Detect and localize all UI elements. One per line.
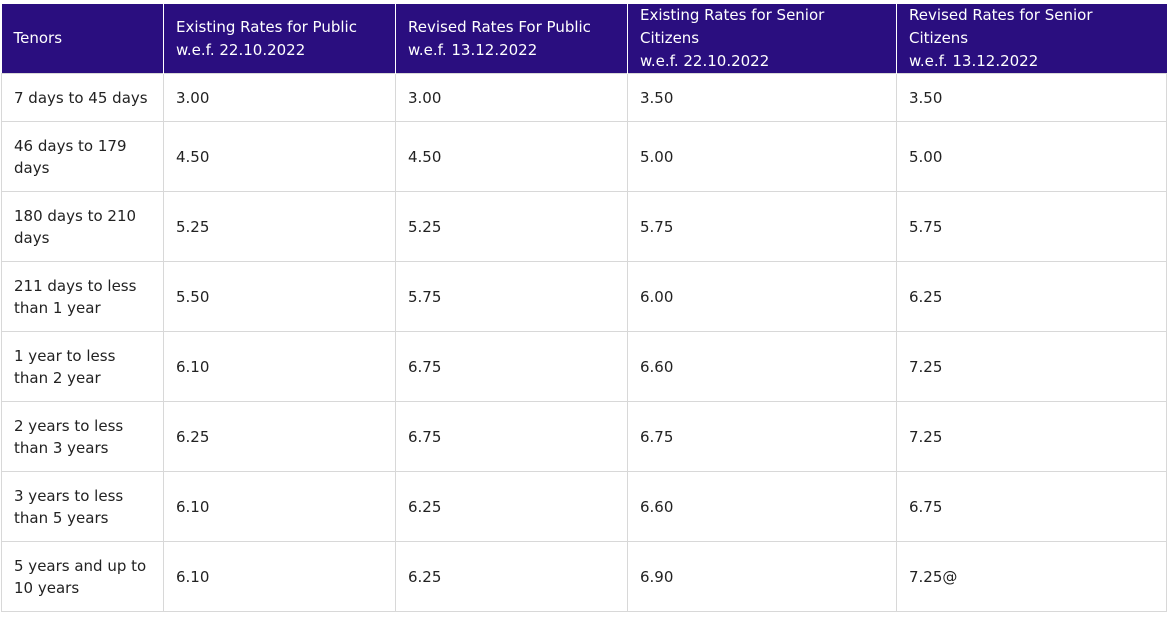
rate-cell: 6.10	[163, 331, 396, 402]
table-row: 211 days to less than 1 year 5.50 5.75 6…	[1, 261, 1167, 332]
table-header-row: Tenors Existing Rates for Public w.e.f. …	[1, 4, 1167, 74]
rate-cell: 6.25	[163, 401, 396, 472]
tenor-cell: 7 days to 45 days	[1, 73, 164, 122]
rate-cell: 5.75	[395, 261, 628, 332]
rate-cell: 6.75	[395, 401, 628, 472]
rate-cell: 7.25@	[896, 541, 1167, 612]
tenor-cell: 3 years to less than 5 years	[1, 471, 164, 542]
rate-cell: 5.75	[896, 191, 1167, 262]
rate-cell: 4.50	[163, 121, 396, 192]
rate-cell: 5.50	[163, 261, 396, 332]
header-label: Revised Rates for Senior Citizens	[909, 6, 1093, 47]
tenor-cell: 2 years to less than 3 years	[1, 401, 164, 472]
rate-cell: 3.00	[395, 73, 628, 122]
rate-cell: 6.75	[896, 471, 1167, 542]
rate-cell: 7.25	[896, 331, 1167, 402]
rate-cell: 3.50	[627, 73, 897, 122]
header-existing-public: Existing Rates for Public w.e.f. 22.10.2…	[163, 4, 396, 74]
rate-cell: 3.50	[896, 73, 1167, 122]
tenor-cell: 1 year to less than 2 year	[1, 331, 164, 402]
rate-cell: 5.25	[163, 191, 396, 262]
rate-cell: 6.90	[627, 541, 897, 612]
rate-cell: 5.75	[627, 191, 897, 262]
header-label: Existing Rates for Public	[176, 17, 357, 36]
rate-cell: 6.25	[896, 261, 1167, 332]
rate-cell: 6.00	[627, 261, 897, 332]
header-existing-senior: Existing Rates for Senior Citizens w.e.f…	[627, 4, 897, 74]
header-revised-public: Revised Rates For Public w.e.f. 13.12.20…	[395, 4, 628, 74]
rate-cell: 6.60	[627, 471, 897, 542]
header-label: Revised Rates For Public	[408, 17, 591, 36]
rate-cell: 5.00	[627, 121, 897, 192]
tenor-cell: 46 days to 179 days	[1, 121, 164, 192]
rate-cell: 6.75	[627, 401, 897, 472]
header-label: Tenors	[13, 29, 63, 47]
interest-rates-table: Tenors Existing Rates for Public w.e.f. …	[1, 4, 1167, 612]
tenor-cell: 211 days to less than 1 year	[1, 261, 164, 332]
rate-cell: 4.50	[395, 121, 628, 192]
tenor-cell: 180 days to 210 days	[1, 191, 164, 262]
rate-cell: 5.25	[395, 191, 628, 262]
table-row: 2 years to less than 3 years 6.25 6.75 6…	[1, 401, 1167, 472]
header-label: Existing Rates for Senior Citizens	[640, 6, 825, 47]
rate-cell: 6.25	[395, 471, 628, 542]
tenor-cell: 5 years and up to 10 years	[1, 541, 164, 612]
table-row: 1 year to less than 2 year 6.10 6.75 6.6…	[1, 331, 1167, 402]
table-row: 7 days to 45 days 3.00 3.00 3.50 3.50	[1, 73, 1167, 122]
rate-cell: 7.25	[896, 401, 1167, 472]
table-row: 180 days to 210 days 5.25 5.25 5.75 5.75	[1, 191, 1167, 262]
table-row: 5 years and up to 10 years 6.10 6.25 6.9…	[1, 541, 1167, 612]
rate-cell: 6.10	[163, 471, 396, 542]
rate-cell: 3.00	[163, 73, 396, 122]
rate-cell: 6.25	[395, 541, 628, 612]
header-tenors: Tenors	[1, 4, 164, 74]
header-date: w.e.f. 22.10.2022	[640, 52, 770, 70]
rate-cell: 6.10	[163, 541, 396, 612]
rate-cell: 6.60	[627, 331, 897, 402]
rate-cell: 6.75	[395, 331, 628, 402]
rate-cell: 5.00	[896, 121, 1167, 192]
interest-rates-table-container: Tenors Existing Rates for Public w.e.f. …	[1, 4, 1167, 612]
header-date: w.e.f. 13.12.2022	[408, 40, 538, 59]
header-date: w.e.f. 13.12.2022	[909, 52, 1039, 70]
table-row: 3 years to less than 5 years 6.10 6.25 6…	[1, 471, 1167, 542]
header-date: w.e.f. 22.10.2022	[176, 40, 306, 59]
table-row: 46 days to 179 days 4.50 4.50 5.00 5.00	[1, 121, 1167, 192]
header-revised-senior: Revised Rates for Senior Citizens w.e.f.…	[896, 4, 1167, 74]
